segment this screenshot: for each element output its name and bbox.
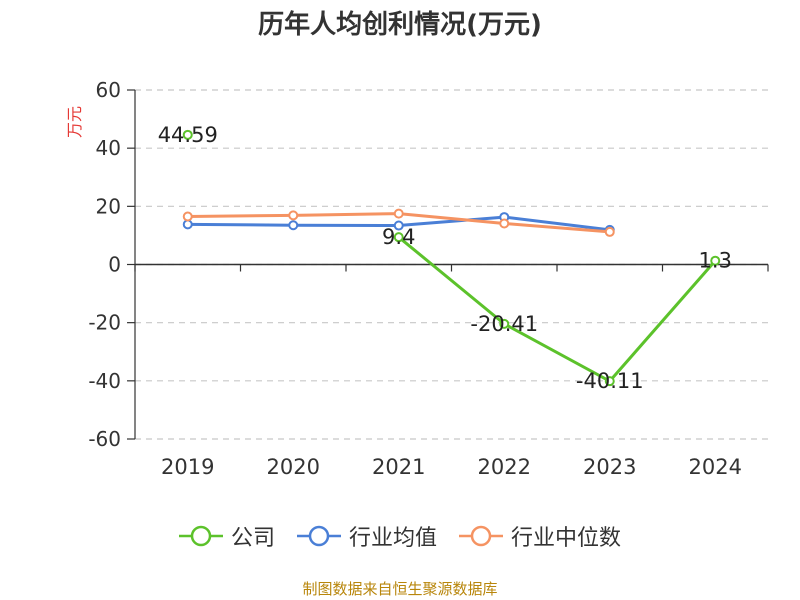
data-point-industry-median[interactable] (499, 218, 510, 229)
x-tick-label: 2023 (583, 455, 636, 479)
data-point-company[interactable] (182, 129, 193, 140)
x-tick-label: 2022 (478, 455, 531, 479)
y-axis-label: 万元 (65, 106, 84, 138)
line-chart: 60 40 20 0 -20 -40 -60 2019 2020 2021 2022 2023 2024… (65, 78, 769, 479)
data-point-industry-avg[interactable] (288, 220, 299, 231)
data-label-company: -20.41 (470, 312, 538, 336)
legend-item-industry-median[interactable]: 行业中位数 (459, 520, 621, 552)
data-label-company: 44.59 (158, 123, 218, 147)
y-tick-label: 0 (108, 253, 121, 277)
legend-label-industry-avg: 行业均值 (348, 526, 437, 551)
data-point-industry-median[interactable] (288, 210, 299, 221)
x-tick-label: 2020 (267, 455, 320, 479)
data-point-industry-avg[interactable] (393, 220, 404, 231)
x-tick-label: 2024 (689, 455, 742, 479)
data-point-company[interactable] (393, 232, 404, 243)
legend: 公司 行业均值 行业中位数 (0, 520, 800, 552)
data-point-company[interactable] (499, 318, 510, 329)
legend-line-icon-industry-avg (296, 525, 341, 547)
data-point-company[interactable] (604, 376, 615, 387)
x-tick-label: 2021 (372, 455, 425, 479)
y-tick-label: -60 (88, 427, 121, 451)
series-line-company (397, 236, 717, 383)
legend-line-icon-company (178, 525, 223, 547)
data-point-industry-median[interactable] (182, 211, 193, 222)
y-tick-label: 20 (96, 194, 121, 218)
y-tick-label: -20 (88, 311, 121, 335)
x-tick-label: 2019 (161, 455, 214, 479)
data-point-company[interactable] (710, 255, 721, 266)
legend-item-industry-avg[interactable]: 行业均值 (296, 520, 437, 552)
legend-label-company: 公司 (230, 526, 275, 551)
data-point-industry-avg[interactable] (182, 219, 193, 230)
chart-title: 历年人均创利情况(万元) (258, 10, 542, 40)
legend-label-industry-median: 行业中位数 (511, 526, 622, 551)
data-label-company: 1.3 (699, 249, 732, 273)
y-tick-label: 60 (96, 78, 121, 102)
data-point-industry-median[interactable] (393, 208, 404, 219)
data-point-industry-median[interactable] (604, 226, 615, 237)
data-label-company: 9.4 (382, 225, 415, 249)
source-note: 制图数据来自恒生聚源数据库 (302, 580, 498, 598)
legend-line-icon-industry-median (459, 525, 503, 547)
y-tick-label: -40 (88, 369, 121, 393)
legend-item-company[interactable]: 公司 (178, 520, 275, 552)
y-tick-label: 40 (96, 136, 121, 160)
data-label-company: -40.11 (576, 369, 644, 393)
